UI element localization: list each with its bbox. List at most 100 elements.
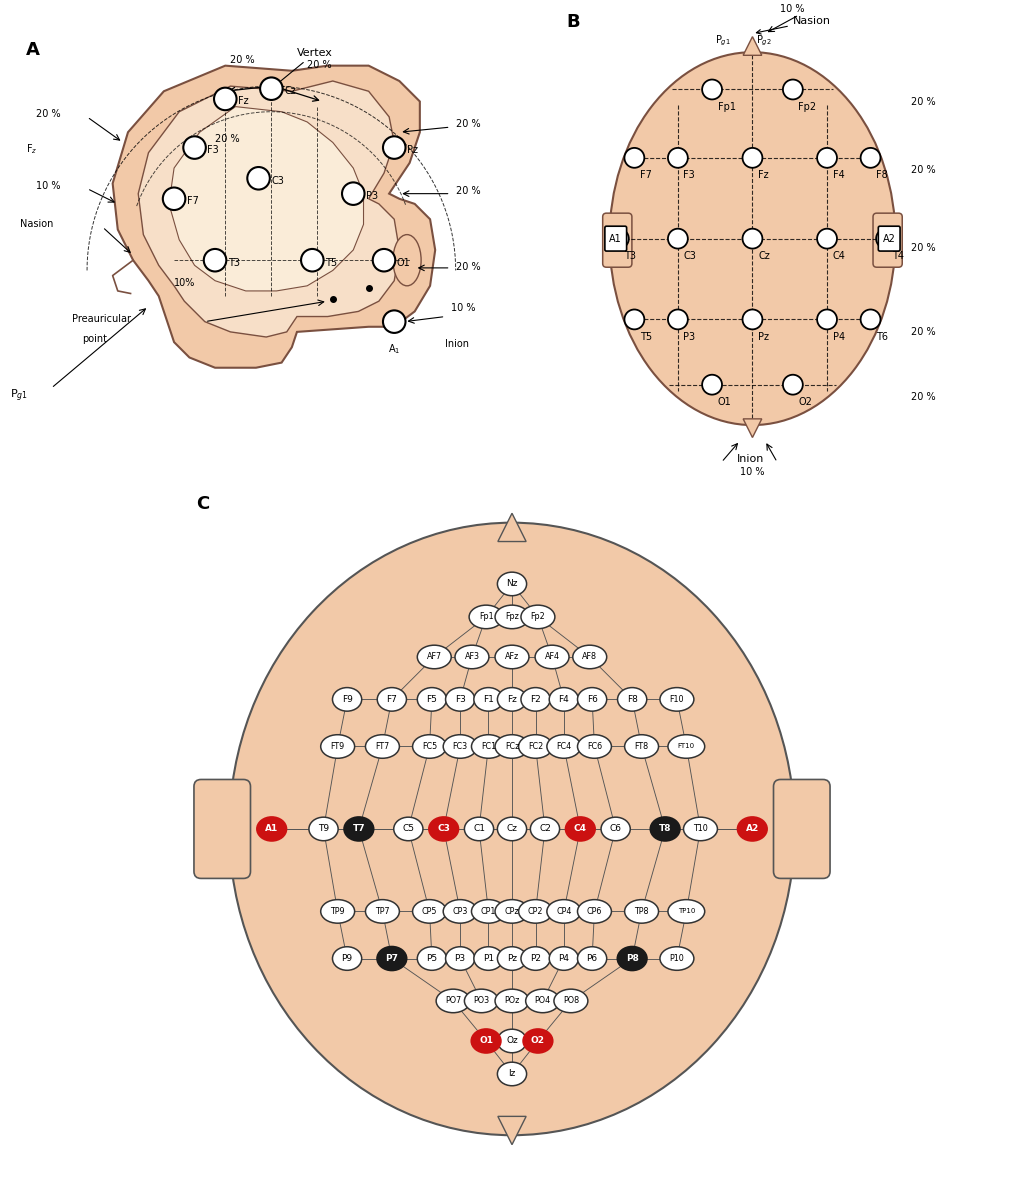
Text: F8: F8 — [627, 695, 638, 704]
Ellipse shape — [525, 989, 559, 1012]
Ellipse shape — [578, 735, 611, 759]
Text: CP5: CP5 — [422, 907, 437, 916]
Text: 20 %: 20 % — [911, 97, 936, 107]
Text: P$_{g1}$: P$_{g1}$ — [715, 33, 731, 47]
Text: C4: C4 — [573, 825, 587, 833]
Circle shape — [817, 148, 837, 168]
Text: P2: P2 — [530, 953, 541, 963]
Circle shape — [163, 188, 185, 210]
Text: P10: P10 — [670, 953, 684, 963]
Ellipse shape — [418, 688, 446, 712]
Text: 20 %: 20 % — [911, 392, 936, 402]
Text: TP7: TP7 — [375, 907, 390, 916]
Text: CP2: CP2 — [527, 907, 544, 916]
Text: AF7: AF7 — [427, 653, 441, 662]
FancyBboxPatch shape — [194, 780, 251, 878]
Ellipse shape — [229, 523, 795, 1135]
Ellipse shape — [578, 899, 611, 923]
Circle shape — [817, 309, 837, 329]
Circle shape — [625, 309, 644, 329]
Text: TP8: TP8 — [634, 907, 649, 916]
Text: T8: T8 — [658, 825, 672, 833]
Text: P4: P4 — [558, 953, 569, 963]
Circle shape — [742, 229, 763, 249]
Circle shape — [742, 148, 763, 168]
Ellipse shape — [321, 899, 354, 923]
Text: A1: A1 — [265, 825, 279, 833]
Text: Fp2: Fp2 — [799, 101, 816, 112]
Text: C1: C1 — [473, 825, 485, 833]
Text: Iz: Iz — [508, 1069, 516, 1079]
Text: P$_{g2}$: P$_{g2}$ — [756, 33, 771, 47]
Text: P3: P3 — [367, 191, 378, 202]
Circle shape — [817, 229, 837, 249]
Text: 20 %: 20 % — [911, 243, 936, 253]
Text: Vertex: Vertex — [274, 48, 333, 86]
Text: 20 %: 20 % — [456, 119, 480, 129]
Text: Fz: Fz — [239, 97, 249, 106]
Text: F3: F3 — [455, 695, 466, 704]
Ellipse shape — [443, 735, 477, 759]
Ellipse shape — [668, 735, 705, 759]
Ellipse shape — [547, 735, 581, 759]
Text: FT7: FT7 — [376, 742, 389, 750]
Text: T7: T7 — [352, 825, 366, 833]
Circle shape — [301, 249, 324, 271]
Text: F3: F3 — [683, 170, 695, 181]
Text: F10: F10 — [670, 695, 684, 704]
Text: F3: F3 — [207, 145, 219, 155]
Text: 20 %: 20 % — [36, 109, 60, 119]
FancyBboxPatch shape — [873, 214, 902, 267]
Ellipse shape — [465, 818, 494, 840]
Text: O1: O1 — [718, 398, 731, 407]
Ellipse shape — [617, 688, 647, 712]
Text: Fpz: Fpz — [505, 612, 519, 622]
Text: A2: A2 — [883, 234, 896, 243]
Circle shape — [373, 249, 395, 271]
Text: FC1: FC1 — [481, 742, 496, 750]
Circle shape — [783, 79, 803, 99]
Text: PO4: PO4 — [535, 996, 551, 1005]
Ellipse shape — [498, 688, 526, 712]
Ellipse shape — [393, 235, 421, 286]
Text: A2: A2 — [745, 825, 759, 833]
Ellipse shape — [495, 735, 529, 759]
Text: T5: T5 — [640, 332, 652, 342]
Polygon shape — [498, 513, 526, 542]
Text: 10 %: 10 % — [740, 467, 765, 477]
Text: O1: O1 — [397, 257, 411, 268]
Text: T9: T9 — [318, 825, 329, 833]
Circle shape — [204, 249, 226, 271]
Circle shape — [877, 229, 896, 249]
Text: T3: T3 — [228, 257, 240, 268]
Ellipse shape — [498, 572, 526, 596]
Text: 20 %: 20 % — [230, 55, 255, 65]
Text: Oz: Oz — [506, 1036, 518, 1045]
Text: C2: C2 — [539, 825, 551, 833]
Circle shape — [214, 87, 237, 110]
Ellipse shape — [471, 1029, 501, 1053]
Text: Cz: Cz — [285, 86, 296, 97]
Ellipse shape — [650, 818, 680, 840]
Text: 10%: 10% — [174, 277, 196, 288]
Ellipse shape — [413, 735, 446, 759]
Text: FT9: FT9 — [331, 742, 345, 750]
Text: CP4: CP4 — [556, 907, 571, 916]
Ellipse shape — [377, 946, 407, 970]
Ellipse shape — [436, 989, 470, 1012]
Text: F7: F7 — [187, 196, 199, 206]
Text: C3: C3 — [271, 176, 285, 186]
Ellipse shape — [521, 688, 550, 712]
Ellipse shape — [309, 818, 338, 840]
Circle shape — [383, 310, 406, 333]
Circle shape — [383, 137, 406, 159]
Polygon shape — [113, 66, 435, 368]
Text: PO8: PO8 — [563, 996, 579, 1005]
Ellipse shape — [565, 818, 595, 840]
Ellipse shape — [471, 735, 506, 759]
Text: A$_1$: A$_1$ — [388, 342, 400, 356]
Circle shape — [860, 309, 881, 329]
Text: P5: P5 — [426, 953, 437, 963]
Ellipse shape — [578, 946, 606, 970]
Text: Nz: Nz — [506, 579, 518, 589]
